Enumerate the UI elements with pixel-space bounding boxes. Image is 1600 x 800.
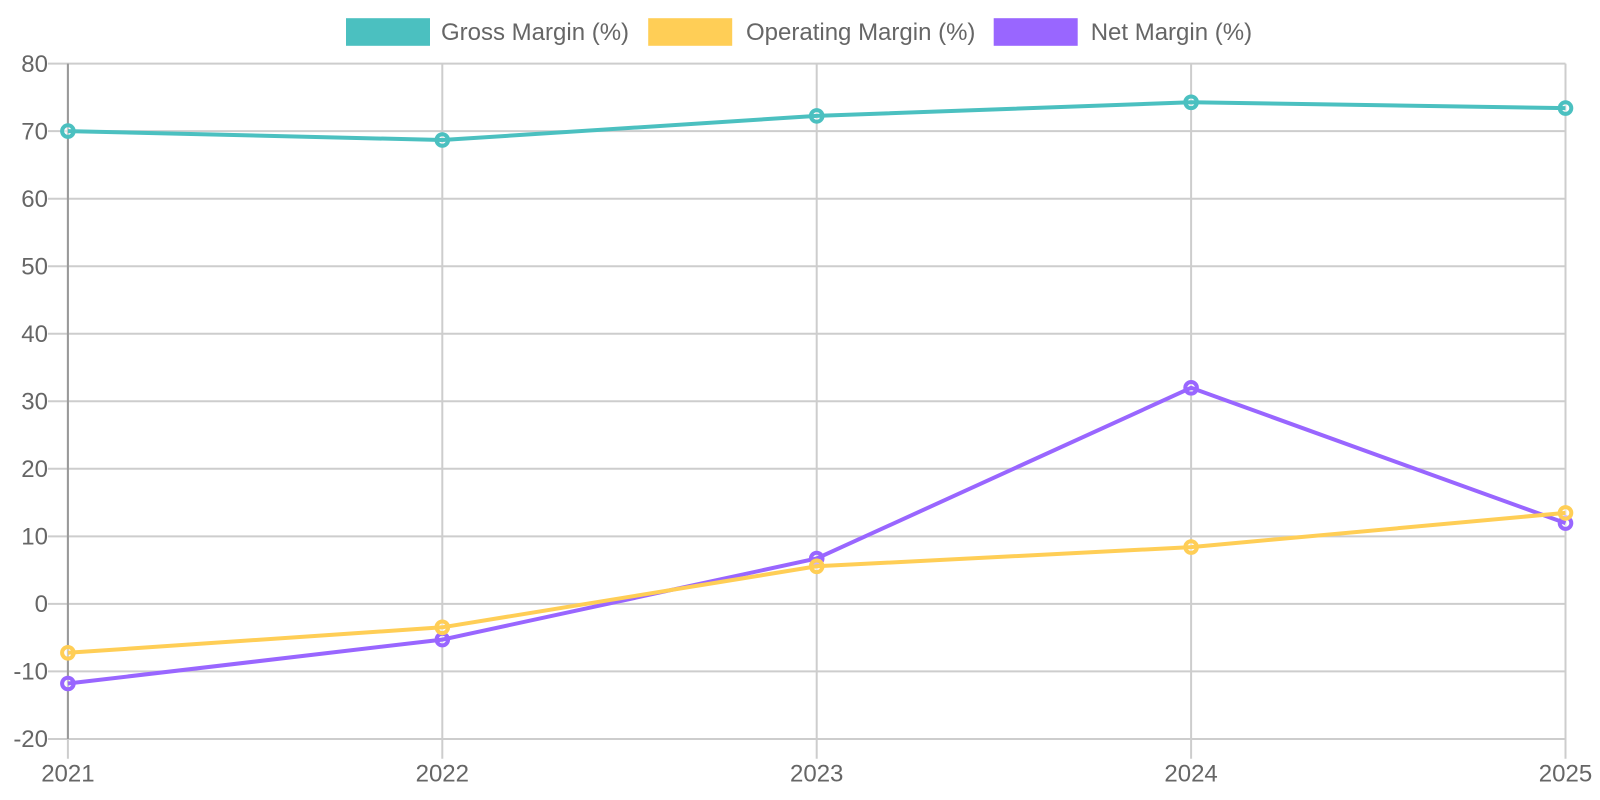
svg-text:2021: 2021 (41, 761, 94, 788)
svg-text:Net Margin (%): Net Margin (%) (1091, 19, 1252, 46)
svg-text:-20: -20 (13, 726, 48, 753)
svg-text:70: 70 (21, 118, 48, 145)
svg-text:2025: 2025 (1539, 761, 1592, 788)
svg-text:2023: 2023 (790, 761, 843, 788)
svg-text:60: 60 (21, 186, 48, 213)
svg-text:0: 0 (35, 591, 48, 618)
svg-text:50: 50 (21, 253, 48, 280)
svg-text:20: 20 (21, 456, 48, 483)
svg-text:10: 10 (21, 524, 48, 551)
svg-text:2022: 2022 (416, 761, 469, 788)
svg-text:Operating Margin (%): Operating Margin (%) (746, 19, 975, 46)
svg-text:80: 80 (21, 51, 48, 78)
svg-text:-10: -10 (13, 659, 48, 686)
svg-text:2024: 2024 (1164, 761, 1217, 788)
svg-text:40: 40 (21, 321, 48, 348)
svg-text:30: 30 (21, 389, 48, 416)
svg-text:Gross Margin (%): Gross Margin (%) (441, 19, 629, 46)
